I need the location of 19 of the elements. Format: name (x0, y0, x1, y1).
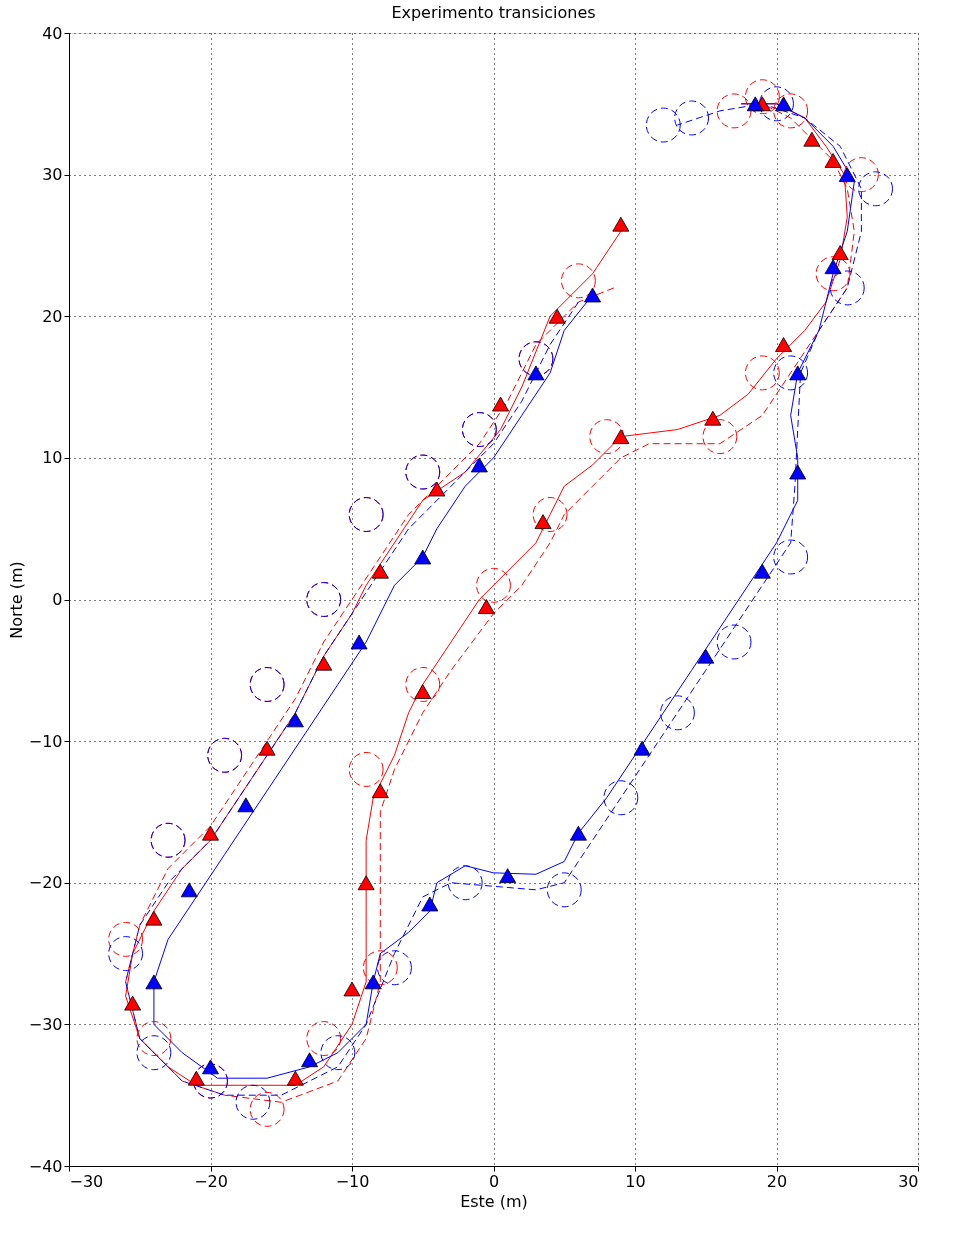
y-tick-label: −10 (28, 731, 63, 751)
x-tick-label: 10 (625, 1171, 646, 1191)
y-tick-label: 0 (52, 590, 63, 609)
x-tick-label: 30 (898, 1171, 919, 1191)
x-tick-label: −20 (194, 1171, 228, 1191)
y-tick-label: 10 (42, 448, 63, 468)
y-tick-label: 20 (42, 306, 63, 326)
y-tick-label: −30 (28, 1014, 63, 1034)
x-tick-label: 20 (766, 1171, 788, 1191)
y-tick-label: −40 (28, 1156, 63, 1176)
x-tick-label: 0 (488, 1171, 500, 1191)
x-axis-title: Este (m) (460, 1191, 528, 1211)
x-tick-label: −10 (335, 1171, 370, 1191)
y-tick-label: −20 (28, 873, 63, 893)
x-tick-label: −30 (69, 1171, 104, 1191)
chart-title: Experimento transiciones (391, 3, 596, 22)
y-tick-label: 40 (42, 23, 63, 43)
y-axis-title: Norte (m) (6, 561, 26, 639)
y-tick-label: 30 (42, 165, 63, 185)
